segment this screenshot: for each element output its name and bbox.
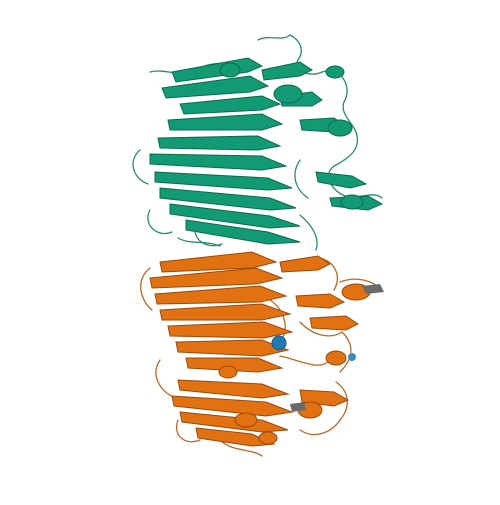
chain-b-dark-strands — [290, 284, 384, 412]
chain-b-ribbon — [140, 251, 384, 457]
chain-b-sheets — [149, 251, 359, 447]
chain-a-helices — [219, 62, 364, 210]
ligand-small-sphere — [348, 353, 356, 361]
ligand-sphere — [271, 335, 287, 351]
ligand — [271, 335, 356, 361]
chain-a-ribbon — [132, 34, 384, 251]
